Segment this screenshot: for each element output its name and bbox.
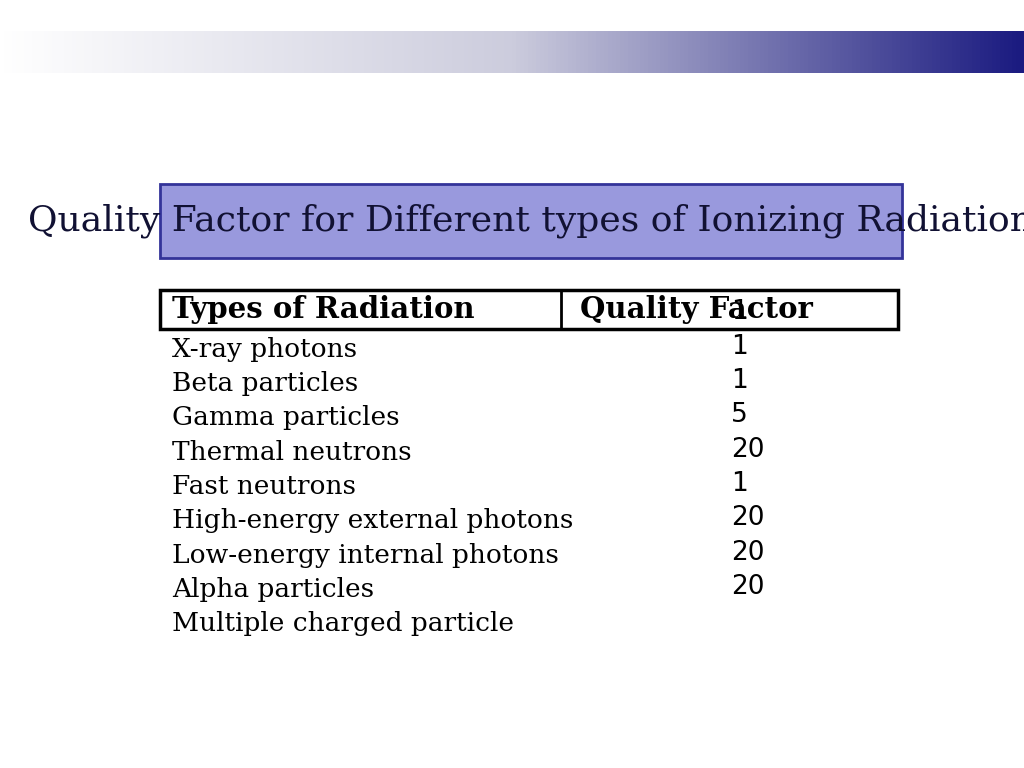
Text: Fast neutrons: Fast neutrons	[172, 474, 355, 499]
Text: 1: 1	[731, 300, 748, 326]
Text: 5: 5	[731, 402, 748, 429]
Text: 1: 1	[731, 368, 748, 394]
Text: High-energy external photons: High-energy external photons	[172, 508, 573, 533]
Text: 20: 20	[731, 505, 765, 531]
Text: Quality Factor: Quality Factor	[581, 295, 813, 324]
Text: 20: 20	[731, 574, 765, 600]
Text: 20: 20	[731, 437, 765, 462]
Text: Types of Radiation: Types of Radiation	[172, 295, 474, 324]
Text: Low-energy internal photons: Low-energy internal photons	[172, 543, 558, 568]
Text: X-ray photons: X-ray photons	[172, 337, 356, 362]
Text: Gamma particles: Gamma particles	[172, 406, 399, 430]
Text: Thermal neutrons: Thermal neutrons	[172, 440, 412, 465]
Text: 1: 1	[731, 471, 748, 497]
Text: 20: 20	[731, 540, 765, 565]
Text: Multiple charged particle: Multiple charged particle	[172, 611, 514, 636]
Text: 1: 1	[731, 334, 748, 359]
Bar	[160, 290, 898, 329]
Bar	[160, 184, 902, 258]
Text: Alpha particles: Alpha particles	[172, 577, 374, 602]
Text: Beta particles: Beta particles	[172, 371, 358, 396]
Text: Quality Factor for Different types of Ionizing Radiation: Quality Factor for Different types of Io…	[29, 204, 1024, 238]
